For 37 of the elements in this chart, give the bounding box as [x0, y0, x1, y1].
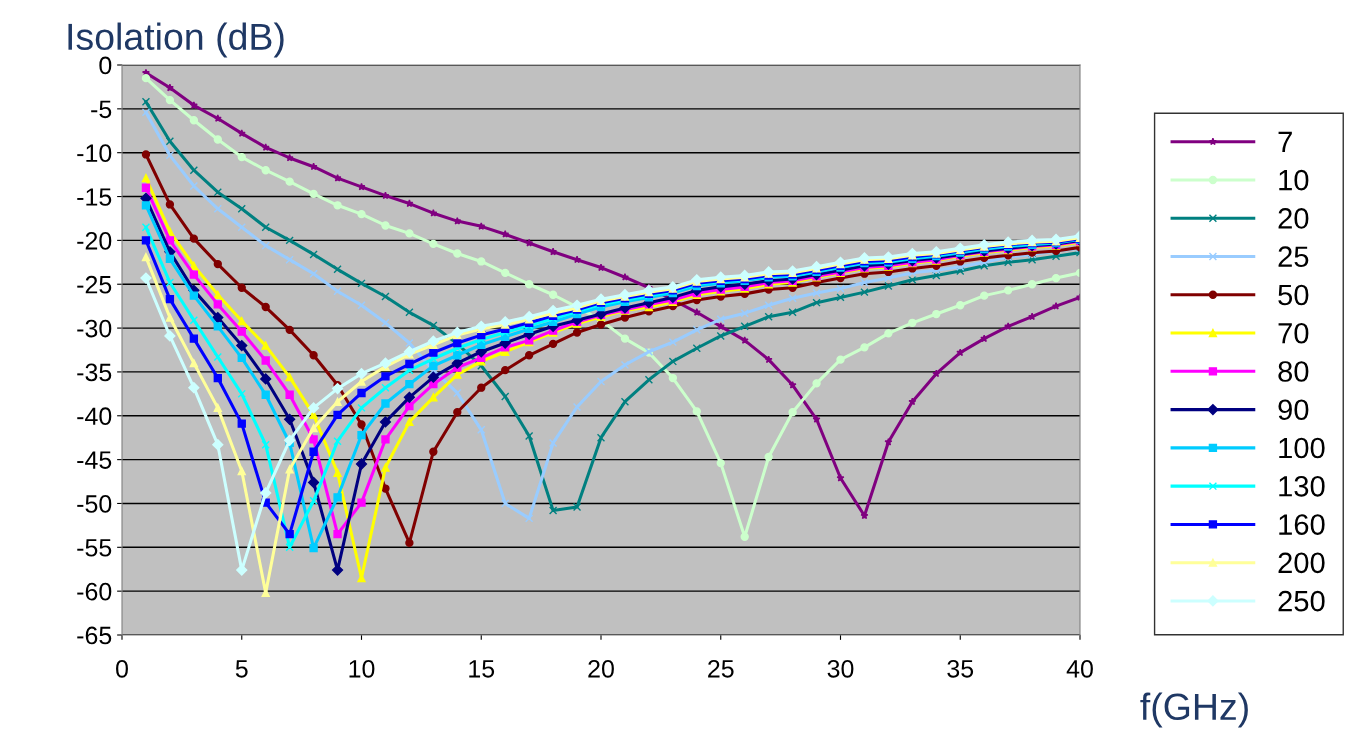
x-tick-label: 35: [947, 659, 974, 678]
y-tick-label: -40: [77, 407, 112, 426]
legend-label: 200: [1278, 552, 1325, 574]
y-tick-label: -45: [77, 451, 112, 469]
x-tick-label: 25: [708, 659, 734, 678]
legend-label: 80: [1278, 361, 1309, 382]
legend-label: 25: [1278, 246, 1309, 268]
y-tick-label: -25: [77, 275, 112, 294]
x-tick-label: 5: [235, 660, 248, 678]
legend-label: 20: [1278, 208, 1309, 229]
x-axis-title: f(GHz): [1140, 692, 1248, 728]
y-tick-label: -60: [77, 582, 112, 601]
x-tick-label: 20: [588, 659, 614, 678]
y-tick-label: -5: [91, 100, 112, 119]
x-tick-label: 0: [116, 659, 128, 678]
legend-label: 160: [1279, 514, 1325, 535]
legend-label: 90: [1278, 399, 1309, 421]
y-tick-label: -55: [77, 539, 112, 557]
legend-label: 7: [1278, 131, 1292, 152]
legend-label: 130: [1279, 475, 1325, 497]
legend-label: 10: [1279, 169, 1309, 191]
y-tick-label: -20: [77, 231, 112, 250]
y-tick-label: -30: [77, 319, 112, 338]
x-tick-label: 15: [469, 660, 495, 678]
x-tick-label: 40: [1066, 659, 1093, 678]
x-tick-label: 10: [349, 659, 375, 678]
y-tick-label: 0: [99, 56, 112, 75]
legend-label: 100: [1279, 437, 1325, 459]
y-tick-label: -50: [77, 495, 112, 513]
legend-label: 70: [1278, 322, 1309, 344]
y-tick-label: -15: [77, 188, 112, 206]
legend-label: 250: [1278, 590, 1325, 612]
x-tick-label: 30: [827, 659, 854, 678]
y-tick-label: -65: [77, 626, 112, 645]
legend-label: 50: [1278, 284, 1309, 306]
y-tick-label: -35: [77, 363, 112, 382]
y-tick-label: -10: [77, 144, 112, 162]
